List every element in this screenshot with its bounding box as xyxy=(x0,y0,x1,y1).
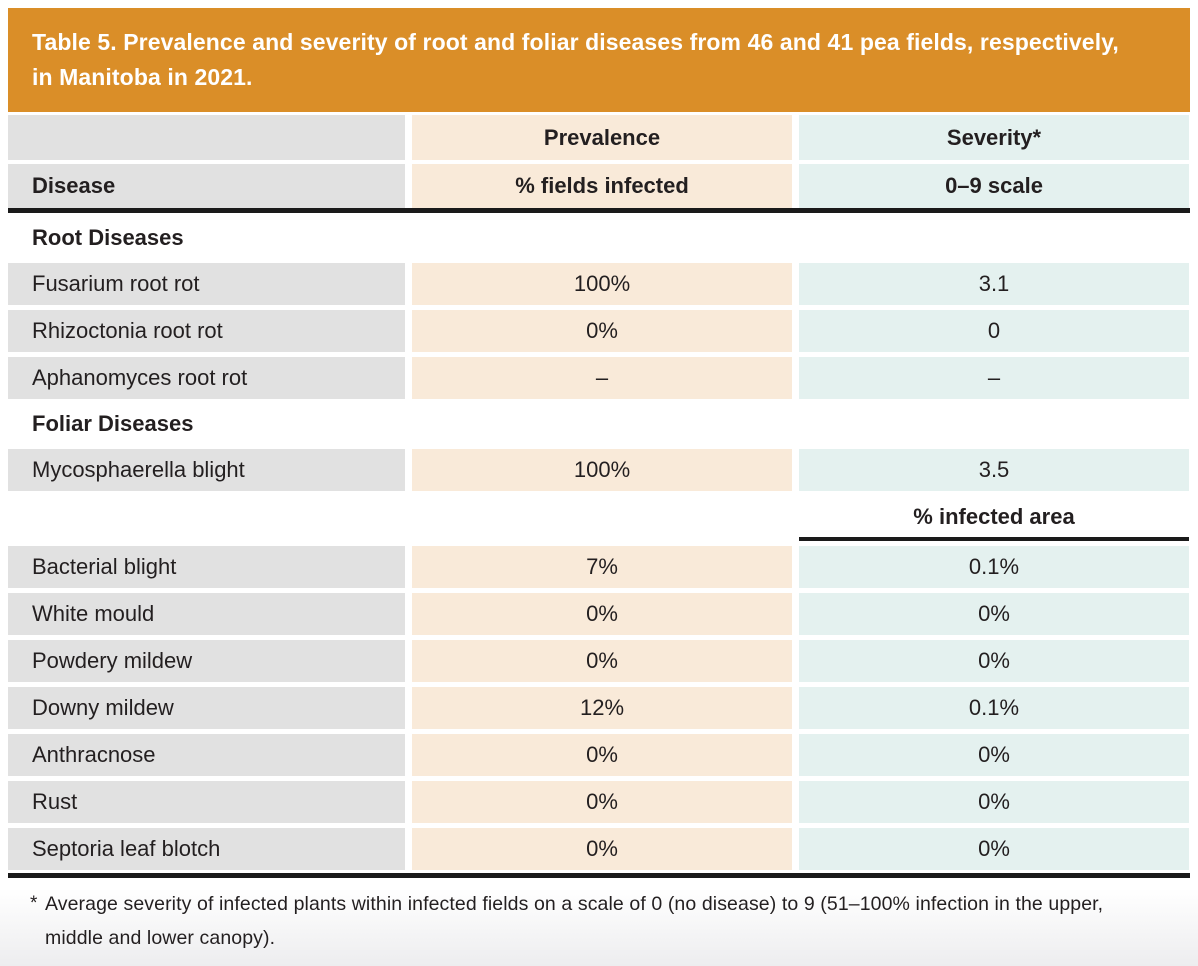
prevalence-cell: 100% xyxy=(412,263,792,305)
severity-cell: 3.1 xyxy=(799,263,1189,305)
severity-cell: 0% xyxy=(799,781,1189,823)
disease-cell: White mould xyxy=(8,593,405,635)
table-row: Mycosphaerella blight 100% 3.5 xyxy=(8,449,1190,491)
section-header-row: Foliar Diseases xyxy=(8,404,1190,444)
severity-subheader-row: % infected area xyxy=(8,496,1190,541)
header-group-row: Prevalence Severity* xyxy=(8,115,1190,160)
severity-cell: 0% xyxy=(799,640,1189,682)
table-row: White mould 0% 0% xyxy=(8,593,1190,635)
prevalence-cell: 0% xyxy=(412,310,792,352)
disease-cell: Powdery mildew xyxy=(8,640,405,682)
severity-cell: 0% xyxy=(799,593,1189,635)
disease-cell: Septoria leaf blotch xyxy=(8,828,405,870)
section-label: Root Diseases xyxy=(32,225,184,250)
col-header-disease: Disease xyxy=(8,164,405,208)
severity-cell: – xyxy=(799,357,1189,399)
severity-cell: 0% xyxy=(799,734,1189,776)
severity-cell: 0% xyxy=(799,828,1189,870)
header-empty-cell xyxy=(8,115,405,160)
table-row: Septoria leaf blotch 0% 0% xyxy=(8,828,1190,870)
disease-cell: Anthracnose xyxy=(8,734,405,776)
footnote-marker: * xyxy=(30,893,38,914)
footnote-text: Average severity of infected plants with… xyxy=(45,893,1104,949)
disease-cell: Aphanomyces root rot xyxy=(8,357,405,399)
table-bottom-border xyxy=(8,873,1190,878)
table-row: Bacterial blight 7% 0.1% xyxy=(8,546,1190,588)
prevalence-cell: 7% xyxy=(412,546,792,588)
severity-cell: 3.5 xyxy=(799,449,1189,491)
empty-cell xyxy=(412,496,792,541)
prevalence-cell: 0% xyxy=(412,781,792,823)
col-header-prevalence: Prevalence xyxy=(412,115,792,160)
footnote: * Average severity of infected plants wi… xyxy=(8,887,1190,955)
prevalence-cell: 0% xyxy=(412,734,792,776)
table-row: Fusarium root rot 100% 3.1 xyxy=(8,263,1190,305)
table-row: Anthracnose 0% 0% xyxy=(8,734,1190,776)
disease-cell: Rhizoctonia root rot xyxy=(8,310,405,352)
col-subheader-prevalence: % fields infected xyxy=(412,164,792,208)
table-row: Rhizoctonia root rot 0% 0 xyxy=(8,310,1190,352)
table-body: Root Diseases Fusarium root rot 100% 3.1… xyxy=(8,218,1190,870)
table-title: Table 5. Prevalence and severity of root… xyxy=(32,29,1119,90)
col-subheader-severity: 0–9 scale xyxy=(799,164,1189,208)
disease-table: Prevalence Severity* Disease % fields in… xyxy=(8,115,1190,878)
table-row: Powdery mildew 0% 0% xyxy=(8,640,1190,682)
section-label: Foliar Diseases xyxy=(32,411,194,436)
header-sub-row: Disease % fields infected 0–9 scale xyxy=(8,164,1190,208)
disease-cell: Rust xyxy=(8,781,405,823)
empty-cell xyxy=(8,496,405,541)
severity-cell: 0.1% xyxy=(799,546,1189,588)
col-header-severity: Severity* xyxy=(799,115,1189,160)
section-header-row: Root Diseases xyxy=(8,218,1190,258)
severity-subheader: % infected area xyxy=(799,496,1189,541)
prevalence-cell: 100% xyxy=(412,449,792,491)
table-title-banner: Table 5. Prevalence and severity of root… xyxy=(8,8,1190,112)
disease-cell: Mycosphaerella blight xyxy=(8,449,405,491)
prevalence-cell: 12% xyxy=(412,687,792,729)
severity-cell: 0 xyxy=(799,310,1189,352)
table-row: Aphanomyces root rot – – xyxy=(8,357,1190,399)
table-row: Rust 0% 0% xyxy=(8,781,1190,823)
prevalence-cell: – xyxy=(412,357,792,399)
disease-cell: Downy mildew xyxy=(8,687,405,729)
disease-cell: Bacterial blight xyxy=(8,546,405,588)
table-row: Downy mildew 12% 0.1% xyxy=(8,687,1190,729)
prevalence-cell: 0% xyxy=(412,828,792,870)
severity-cell: 0.1% xyxy=(799,687,1189,729)
disease-cell: Fusarium root rot xyxy=(8,263,405,305)
prevalence-cell: 0% xyxy=(412,593,792,635)
prevalence-cell: 0% xyxy=(412,640,792,682)
table-header: Prevalence Severity* Disease % fields in… xyxy=(8,115,1190,213)
